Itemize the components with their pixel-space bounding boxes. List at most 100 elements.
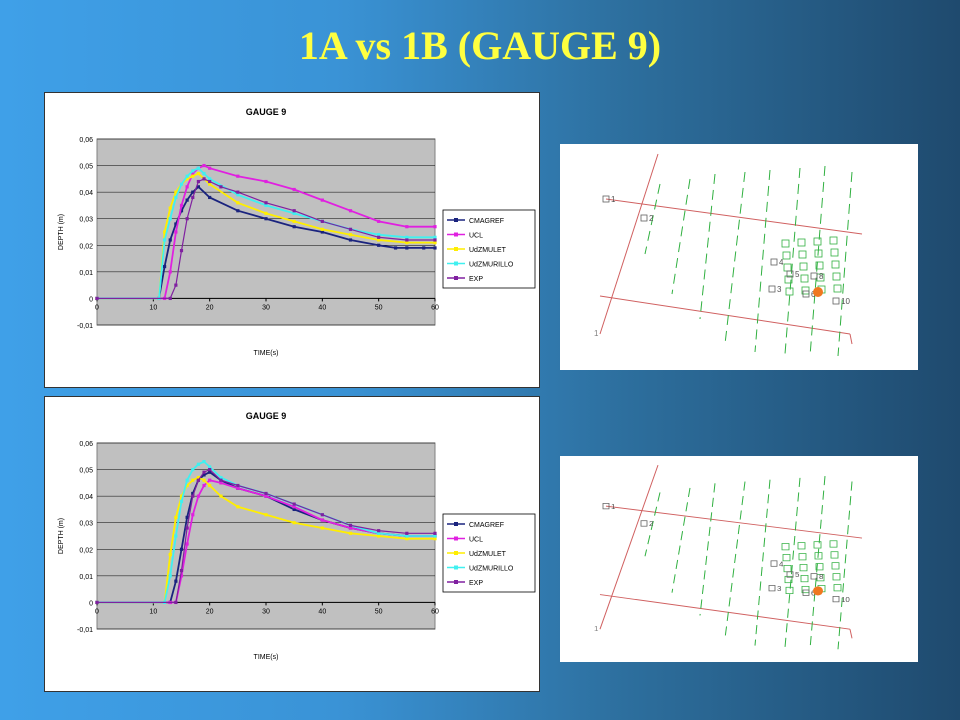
data-point-ucl [264,179,268,184]
gauge-marker [802,290,810,298]
building-block [782,554,791,562]
building-row-line [699,483,716,616]
data-point-ucl [196,494,200,498]
channel-edge [599,464,659,630]
data-point-udzmulet [348,233,353,237]
data-point-ucl [202,483,206,488]
gauge-marker [770,258,778,266]
gauge-marker [832,297,840,305]
building-block [829,236,838,245]
data-point-cmagref [191,190,195,194]
gauge-9-highlight [813,287,823,297]
gauge-marker [768,285,776,293]
data-point-udzmulet [292,219,296,223]
data-point-cmagref [377,243,381,247]
gauge-9-highlight [813,586,823,596]
data-point-udzmulet [433,537,437,541]
data-point-udzmulet [405,537,409,541]
building-block [785,287,794,296]
data-point-exp [433,531,437,535]
data-point-udzmulet [202,478,206,482]
data-point-udzmurillo [264,203,268,208]
gauge-marker [786,270,794,278]
data-point-ucl [348,209,353,213]
gauge-label: 10 [841,595,850,604]
x-tick-label: 50 [375,304,383,311]
channel-wall-lower [599,295,851,335]
data-point-exp [320,513,324,517]
data-point-exp [236,483,240,488]
data-point-cmagref [191,491,195,496]
y-tick-label: 0 [89,600,93,607]
chart-panel-bottom: GAUGE 9 -0,01 0 0,01 0,02 0,03 0,04 0,05 0,06 0 10… [44,396,540,692]
data-point-exp [208,467,212,472]
legend-marker [454,565,458,570]
data-point-ucl [292,505,296,509]
data-point-udzmurillo [179,499,184,504]
data-point-exp [405,531,409,535]
data-point-cmagref [179,209,184,213]
building-block [831,562,840,570]
series-line-cmagref [97,185,435,300]
data-point-exp [202,470,206,474]
data-point-udzmulet [320,526,324,530]
building-block [832,272,841,281]
data-point-exp [264,201,268,205]
legend-label: EXP [469,580,483,587]
building-block [799,564,808,572]
building-block [833,284,842,293]
building-block [798,250,807,259]
gauge-chart-bottom: GAUGE 9 -0,01 0 0,01 0,02 0,03 0,04 0,05 0,06 0 10… [58,411,536,661]
data-point-cmagref [320,230,324,234]
data-point-udzmurillo [202,460,206,464]
data-point-exp [377,529,381,533]
data-point-ucl [202,163,206,168]
data-point-udzmulet [433,241,437,245]
x-tick-label: 0 [95,304,99,311]
legend-label: CMAGREF [469,218,504,225]
data-point-udzmulet [168,206,172,210]
data-point-ucl [191,513,195,517]
data-point-udzmurillo [163,238,167,242]
plot-area [96,138,436,326]
y-tick-label: -0,01 [77,627,93,634]
map-corner-label: 1 [594,329,599,338]
x-tick-label: 10 [149,608,157,615]
data-point-exp [196,478,200,482]
legend-label: UdZMULET [469,551,507,558]
data-point-exp [179,249,184,253]
gauge-label: 8 [819,272,824,281]
y-tick-label: 0 [89,296,93,303]
building-row-line [699,173,716,320]
data-point-cmagref [422,246,426,250]
data-point-udzmurillo [236,193,240,197]
gauge-label: 1 [611,502,615,511]
gauge-marker [810,272,818,280]
gauge-marker [786,571,794,578]
data-point-udzmulet [377,534,381,538]
legend-marker [454,551,458,555]
x-tick-label: 10 [149,304,157,311]
x-tick-label: 30 [262,608,270,615]
gauge-label: 3 [777,285,782,294]
data-point-udzmurillo [196,166,200,170]
data-point-udzmurillo [433,534,437,538]
data-point-exp [191,494,195,498]
legend-marker [454,276,458,280]
building-row-line [837,171,853,357]
data-point-ucl [236,174,240,178]
gauge-marker [770,560,778,567]
channel-edge [599,153,659,335]
x-axis-label: TIME(s) [254,350,279,357]
gauge-label: 10 [841,297,850,306]
data-point-udzmurillo [208,465,212,469]
data-point-cmagref [174,579,178,583]
data-point-udzmulet [163,230,167,234]
data-point-exp [185,526,189,530]
building-block [831,260,840,269]
building-block [797,542,806,550]
data-point-cmagref [393,246,398,250]
y-tick-label: 0,03 [79,217,93,224]
chart-panel-top: GAUGE 9 -0,01 0 0,01 0,02 0,03 0,04 0,05 0,06 0 10… [44,92,540,388]
data-point-udzmurillo [433,235,437,239]
